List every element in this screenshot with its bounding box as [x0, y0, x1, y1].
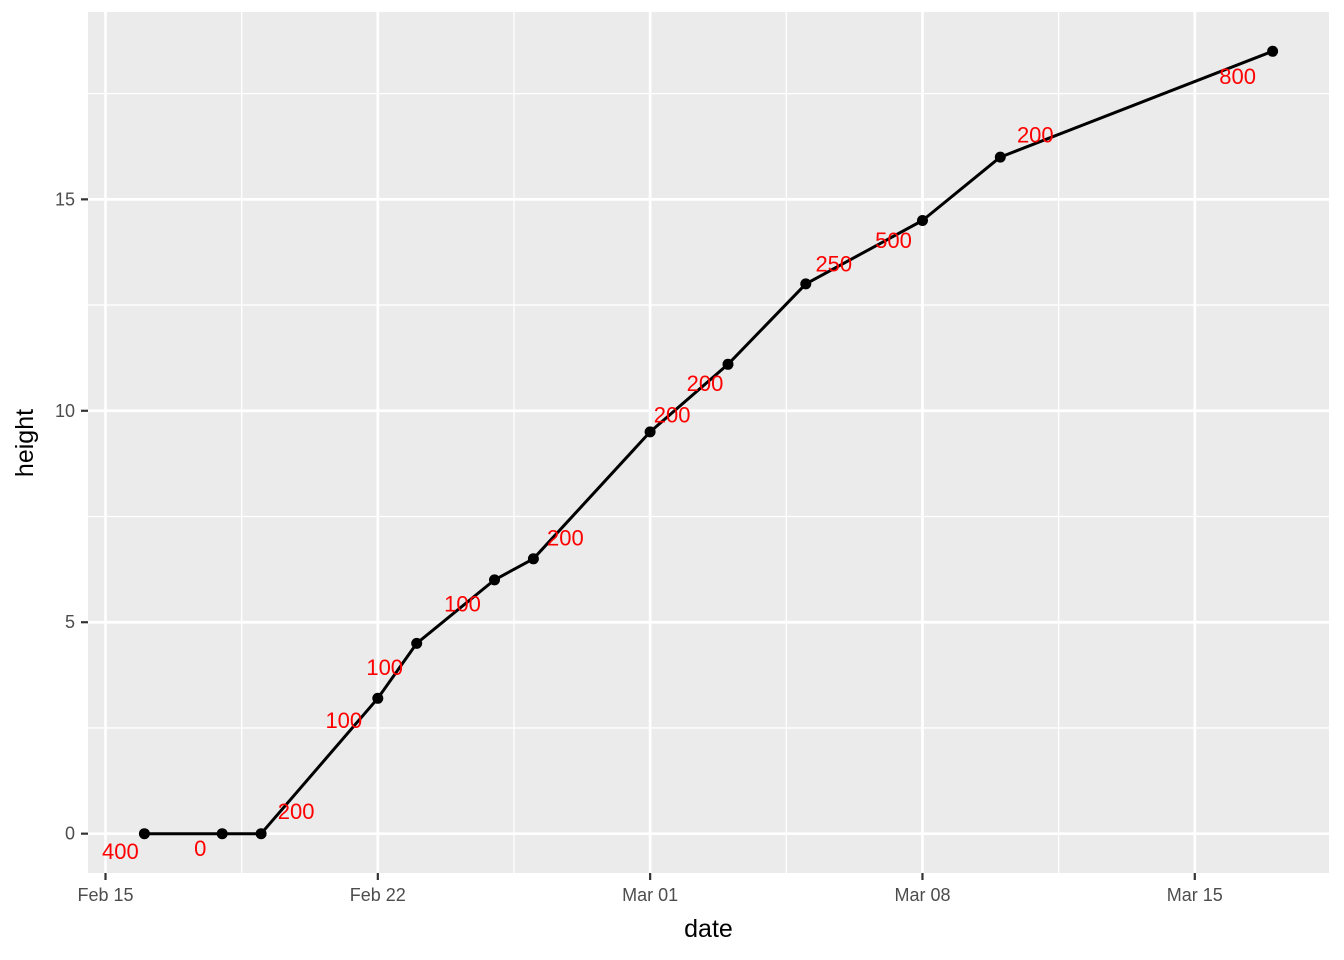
y-axis-title: height: [11, 408, 39, 478]
point-label: 200: [687, 371, 724, 396]
data-point: [138, 828, 150, 840]
x-tick-label: Mar 01: [622, 885, 678, 905]
y-tick-label: 5: [65, 612, 75, 632]
data-point: [527, 553, 539, 565]
x-tick-label: Feb 22: [350, 885, 406, 905]
x-tick-label: Mar 15: [1167, 885, 1223, 905]
point-label: 200: [547, 525, 584, 550]
point-label: 100: [325, 708, 362, 733]
y-tick-label: 0: [65, 824, 75, 844]
x-axis-title: date: [684, 915, 733, 943]
x-tick-label: Feb 15: [77, 885, 133, 905]
data-point: [800, 278, 812, 290]
point-label: 200: [1017, 123, 1054, 148]
data-point: [216, 828, 228, 840]
point-label: 200: [278, 799, 315, 824]
point-label: 100: [366, 655, 403, 680]
data-point: [411, 637, 423, 649]
data-point: [917, 215, 928, 226]
point-label: 500: [875, 228, 912, 253]
point-label: 200: [654, 402, 691, 427]
plot-panel: [88, 12, 1329, 873]
data-point: [255, 828, 267, 840]
point-label: 800: [1219, 64, 1256, 89]
point-label: 100: [444, 591, 481, 616]
data-point: [489, 574, 500, 586]
y-tick-label: 10: [55, 401, 75, 421]
point-label: 0: [194, 836, 206, 861]
data-point: [722, 358, 734, 370]
y-tick-label: 15: [55, 189, 75, 209]
data-point: [1267, 45, 1279, 57]
x-tick-label: Mar 08: [894, 885, 950, 905]
data-point: [644, 426, 656, 438]
point-label: 250: [815, 251, 852, 276]
data-point: [372, 692, 384, 704]
data-point: [994, 151, 1006, 163]
point-label: 400: [102, 839, 139, 864]
